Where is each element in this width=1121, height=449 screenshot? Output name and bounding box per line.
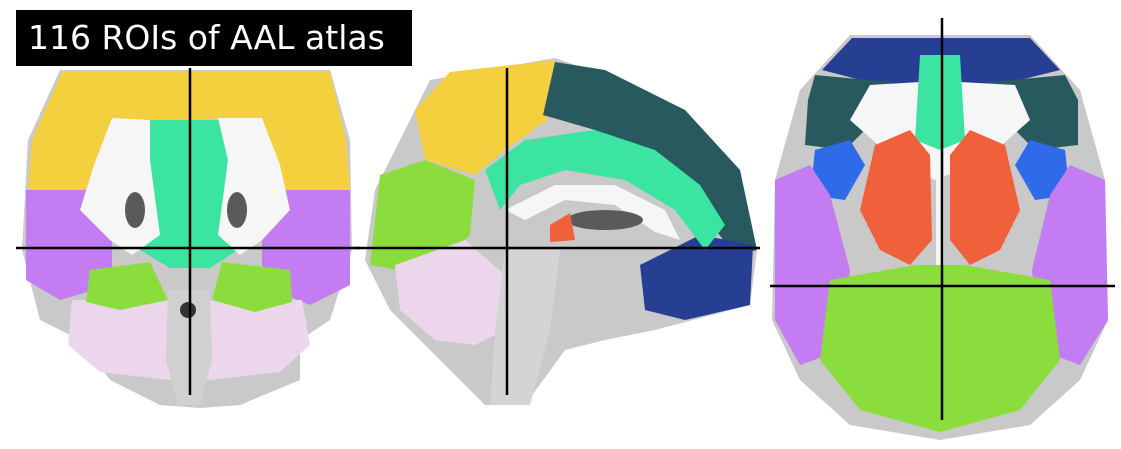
sagittal-brain-slice — [355, 58, 760, 405]
coronal-occipital-left — [86, 262, 168, 310]
sagittal-cingulate — [485, 130, 725, 250]
coronal-fourth-ventricle — [180, 302, 196, 318]
coronal-brain-slice — [16, 68, 360, 408]
sagittal-corpus-callosum — [505, 185, 680, 240]
sagittal-parietal-yellow — [415, 60, 555, 175]
coronal-ventricle-right — [227, 192, 247, 228]
axial-basal-ganglia-left — [860, 130, 932, 265]
coronal-occipital-right — [212, 262, 292, 312]
coronal-ventricle-left — [125, 192, 145, 228]
axial-insula-right — [1015, 140, 1070, 200]
sagittal-cerebellum — [395, 240, 505, 345]
sagittal-thalamus — [550, 213, 575, 242]
axial-cingulate — [915, 55, 965, 150]
sagittal-ventricle — [567, 210, 643, 230]
axial-brain-slice — [770, 18, 1115, 440]
axial-occipital — [820, 265, 1060, 432]
axial-basal-ganglia-right — [950, 130, 1020, 265]
sagittal-orbital-navy — [640, 235, 753, 320]
figure-title: 116 ROIs of AAL atlas — [16, 10, 412, 66]
axial-insula-left — [810, 140, 865, 200]
